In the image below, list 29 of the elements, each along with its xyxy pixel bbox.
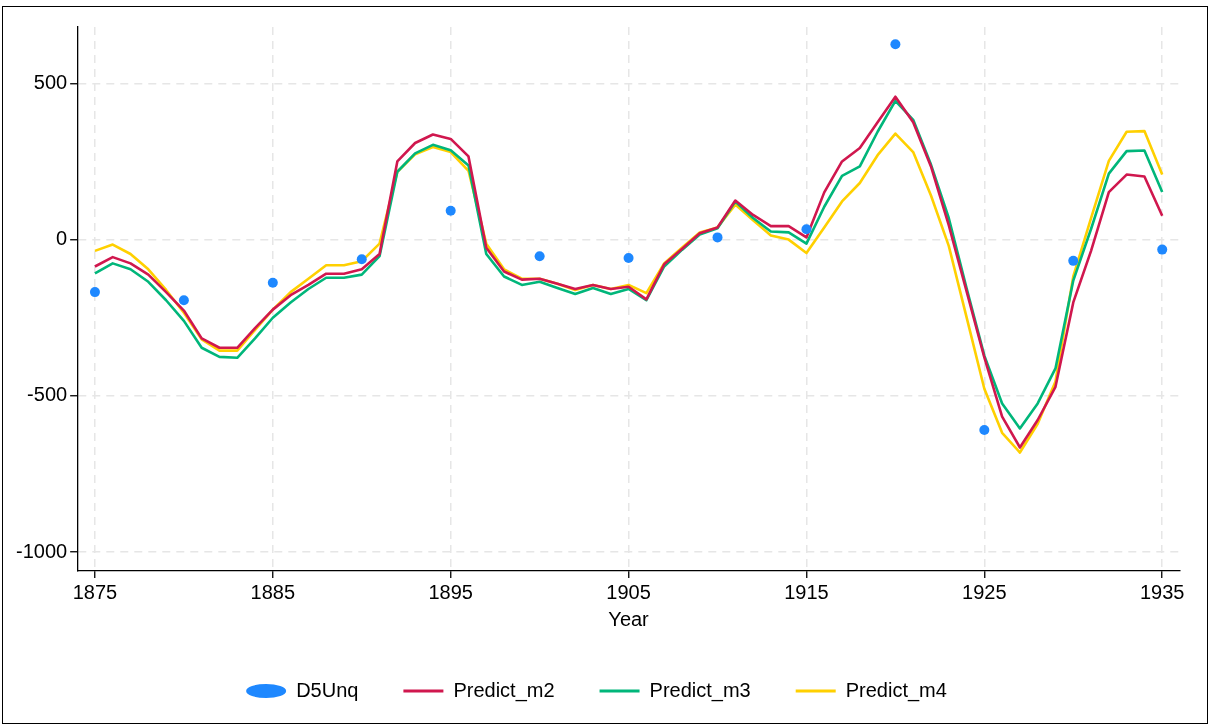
point <box>178 295 189 306</box>
x-tick-label: 1935 <box>1139 580 1185 603</box>
x-tick-label: 1905 <box>606 580 651 603</box>
legend-label: Predict_m4 <box>845 678 947 702</box>
y-tick-label: 0 <box>56 227 68 250</box>
point <box>534 251 545 262</box>
legend-label: Predict_m3 <box>649 678 751 702</box>
y-tick-label: -500 <box>27 383 68 406</box>
y-tick-label: 500 <box>33 70 68 93</box>
x-axis-title: Year <box>608 607 650 630</box>
legend-label: D5Unq <box>296 678 359 701</box>
point <box>356 254 367 265</box>
point <box>712 232 723 243</box>
point <box>623 253 634 264</box>
point <box>445 205 456 216</box>
point <box>1068 255 1079 266</box>
x-tick-label: 1925 <box>962 580 1007 603</box>
x-tick-label: 1915 <box>784 580 829 603</box>
x-tick-label: 1875 <box>72 580 118 603</box>
point <box>890 39 901 50</box>
point <box>89 287 100 298</box>
legend-label: Predict_m2 <box>453 678 555 702</box>
y-tick-label: -1000 <box>16 539 68 562</box>
point <box>267 277 278 288</box>
point <box>801 224 812 235</box>
x-tick-label: 1895 <box>428 580 473 603</box>
x-tick-label: 1885 <box>250 580 296 603</box>
point <box>979 425 990 435</box>
point <box>1157 244 1168 255</box>
